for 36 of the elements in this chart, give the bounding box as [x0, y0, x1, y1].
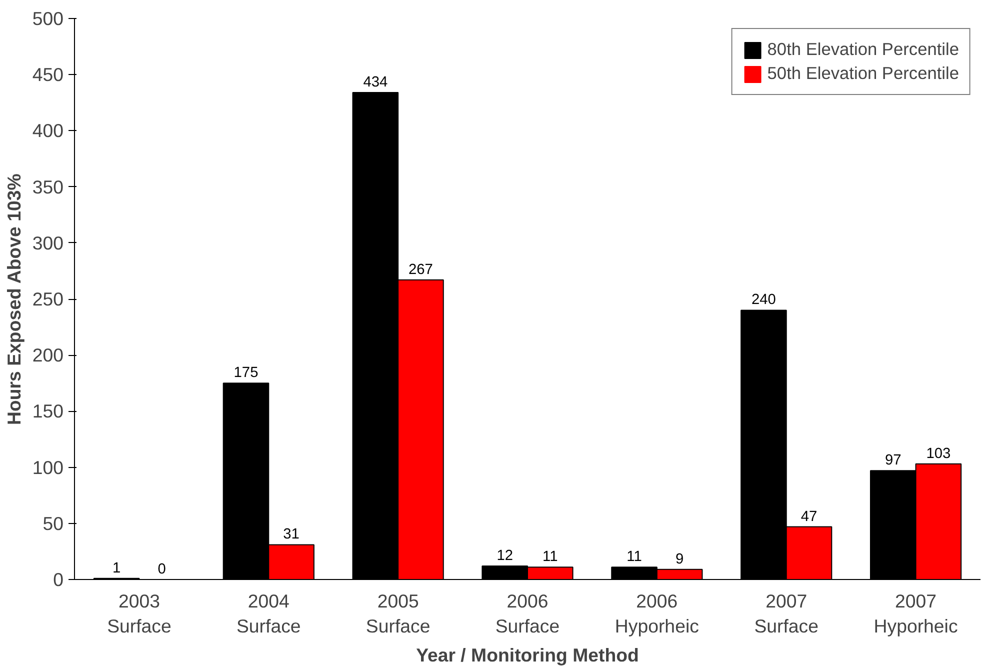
x-tick-label: 2004 Surface [236, 590, 301, 637]
x-tick-label: 2006 Surface [495, 590, 560, 637]
legend-label: 80th Elevation Percentile [767, 39, 959, 60]
y-tick-label: 500 [32, 8, 64, 29]
data-label: 1 [112, 560, 121, 576]
x-axis-title: Year / Monitoring Method [416, 644, 639, 666]
legend-label: 50th Elevation Percentile [767, 63, 959, 84]
data-label: 31 [283, 526, 300, 543]
data-label: 434 [363, 74, 388, 91]
y-tick-label: 250 [32, 288, 64, 310]
y-tick-label: 50 [42, 512, 64, 534]
data-label: 175 [234, 365, 258, 382]
data-label: 0 [158, 562, 166, 578]
data-label: 47 [800, 508, 818, 525]
data-label: 11 [626, 549, 642, 566]
data-label: 11 [542, 549, 558, 566]
x-tick-label: 2007 Surface [754, 590, 819, 637]
x-tick-label: 2007 Hyporheic [874, 590, 958, 637]
data-label: 240 [751, 292, 776, 308]
y-tick-label: 400 [32, 120, 64, 142]
data-label: 267 [408, 262, 433, 278]
x-tick-label: 2006 Hyporheic [614, 590, 699, 637]
y-axis-title: Hours Exposed Above 103% [3, 173, 24, 425]
data-label: 97 [884, 452, 902, 469]
y-tick-label: 450 [32, 64, 64, 86]
data-label: 12 [496, 548, 514, 564]
y-tick-label: 200 [32, 344, 64, 366]
data-label: 9 [676, 551, 684, 568]
y-tick-label: 150 [32, 400, 64, 422]
y-tick-label: 300 [32, 232, 64, 254]
x-tick-label: 2005 Surface [366, 590, 430, 637]
y-tick-label: 100 [32, 456, 64, 478]
data-label: 103 [926, 446, 951, 462]
y-tick-label: 350 [32, 176, 64, 198]
x-tick-label: 2003 Surface [107, 590, 172, 637]
y-tick-label: 0 [53, 569, 64, 590]
